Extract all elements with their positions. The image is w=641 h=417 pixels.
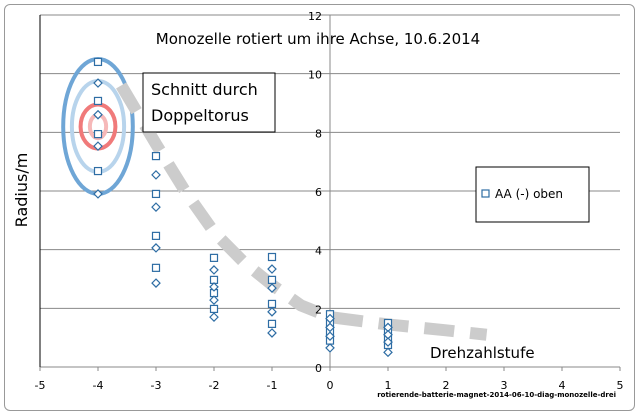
data-point-square [93,129,103,139]
y-tick-label: 4 [315,245,322,258]
data-point-square [93,57,103,67]
x-tick-label: -2 [209,379,220,392]
data-point-square [151,231,161,240]
legend-label: AA (-) oben [495,187,563,201]
data-point-diamond [209,295,219,305]
data-point-square [151,151,161,161]
data-point-square [151,263,161,272]
y-tick-label: 0 [315,362,322,375]
data-point-diamond [209,265,219,275]
x-tick-label: -4 [93,379,104,392]
data-point-square [93,96,103,106]
data-point-diamond [93,78,103,88]
data-point-diamond [209,312,219,322]
data-point-square [93,166,103,176]
data-point-square [209,304,219,314]
y-tick-label: 10 [308,69,322,82]
data-point-diamond [151,170,161,180]
data-point-diamond [93,189,103,199]
data-point-diamond [325,343,335,353]
data-point-diamond [209,282,219,292]
data-point-diamond [93,141,103,151]
data-point-diamond [267,283,277,293]
data-point-diamond [383,347,393,358]
x-tick-label: 5 [617,379,624,392]
data-point-diamond [93,109,103,120]
legend-marker [481,189,490,198]
data-point-square [151,189,161,199]
data-point-diamond [151,243,161,253]
x-tick-label: 3 [501,379,508,392]
y-tick-label: 2 [315,303,322,316]
data-point-diamond [325,331,335,342]
data-point-square [267,319,277,328]
legend: AA (-) oben [475,166,590,223]
chart-title: Monozelle rotiert um ihre Achse, 10.6.20… [156,30,480,48]
x-tick-label: 4 [559,379,566,392]
data-point-square [267,299,277,309]
data-point-diamond [267,307,277,317]
x-tick-label: -5 [35,379,46,392]
x-tick-label: 1 [385,379,392,392]
data-point-square [267,275,277,284]
x-tick-label: 2 [443,379,450,392]
x-tick-label: -3 [151,379,162,392]
footer-filename: rotierende-batterie-magnet-2014-06-10-di… [377,391,616,399]
y-tick-label: 12 [308,10,322,23]
data-point-diamond [267,264,277,274]
data-point-diamond [151,278,161,288]
annotation-line-2: Doppeltorus [151,106,249,125]
y-tick-label: 8 [315,127,322,140]
annotation-box: Schnitt durch Doppeltorus [142,72,276,133]
y-axis-label: Radius/m [12,153,31,228]
x-tick-label: 0 [327,379,334,392]
data-point-diamond [383,337,393,347]
annotation-line-1: Schnitt durch [151,80,258,99]
x-tick-label: -1 [267,379,278,392]
data-point-square [267,252,277,262]
data-point-square [209,253,219,262]
data-point-diamond [267,328,277,338]
chart-frame [4,4,635,411]
y-tick-label: 6 [315,186,322,199]
x-axis-label: Drehzahlstufe [430,344,535,362]
data-point-diamond [151,202,161,212]
